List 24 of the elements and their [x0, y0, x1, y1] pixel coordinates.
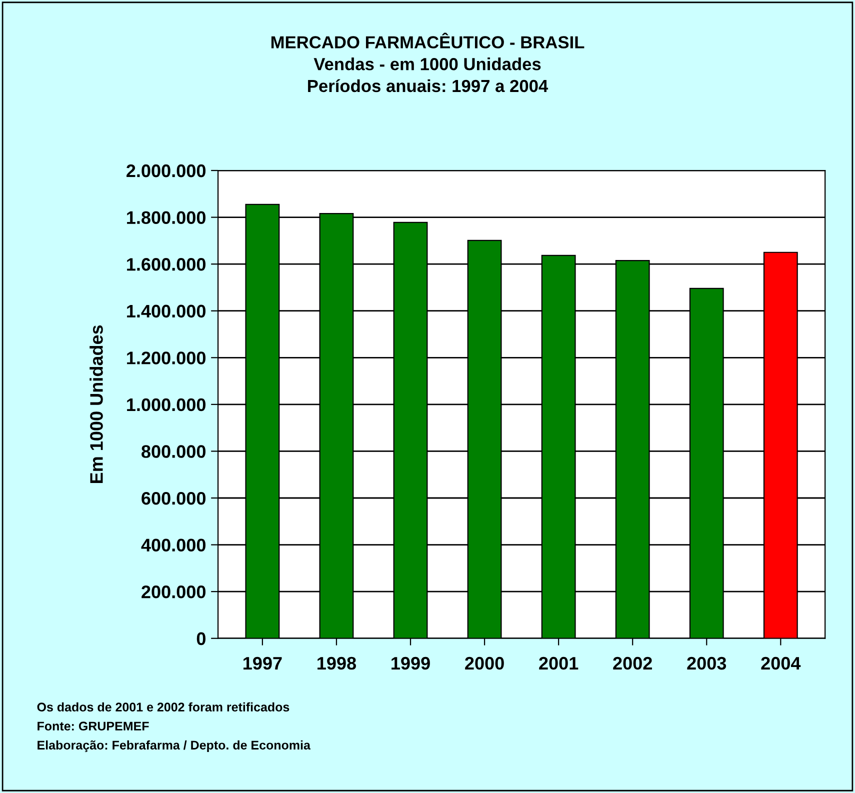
- y-tick-label: 400.000: [141, 538, 206, 552]
- text: Os dados de 2001 e 2002 foram retificados: [37, 702, 290, 712]
- y-tick-label: 200.000: [142, 586, 206, 598]
- y-tick-label: 800.000: [142, 445, 206, 458]
- y-tick-label: 1.600.000: [127, 258, 206, 271]
- chart-title: MERCADO FARMACÊUTICO - BRASIL Vendas - em 1000 Unidades Períodos anuais: 1997 a 2004: [271, 32, 584, 92]
- y-tick-label: 600.000: [142, 492, 206, 505]
- y-tick-label: 1.200.000: [127, 352, 206, 364]
- x-tick-label: 1998: [318, 656, 356, 670]
- text: Elaboração: Febrafarma / Depto. de Economia: [38, 740, 311, 752]
- x-tick-label: 2001: [539, 656, 578, 670]
- y-tick-label: 2.000.000: [126, 164, 206, 178]
- source-note: Fonte: GRUPEMEF: [38, 722, 149, 731]
- y-axis-title: Em 1000 Unidades: [90, 325, 103, 483]
- y-tick-label: 1.400.000: [127, 304, 206, 318]
- x-tick-label: 1999: [392, 656, 430, 670]
- x-tick-label: 2000: [465, 656, 504, 670]
- x-tick-label: 2003: [687, 656, 726, 670]
- y-tick-label: 0: [196, 632, 206, 646]
- y-tick-label: 1.800.000: [127, 211, 206, 224]
- x-tick-label: 1997: [244, 656, 282, 670]
- y-tick-label: 1.000.000: [127, 398, 206, 412]
- x-tick-label: 2002: [613, 656, 652, 670]
- x-tick-label: 2004: [761, 656, 801, 670]
